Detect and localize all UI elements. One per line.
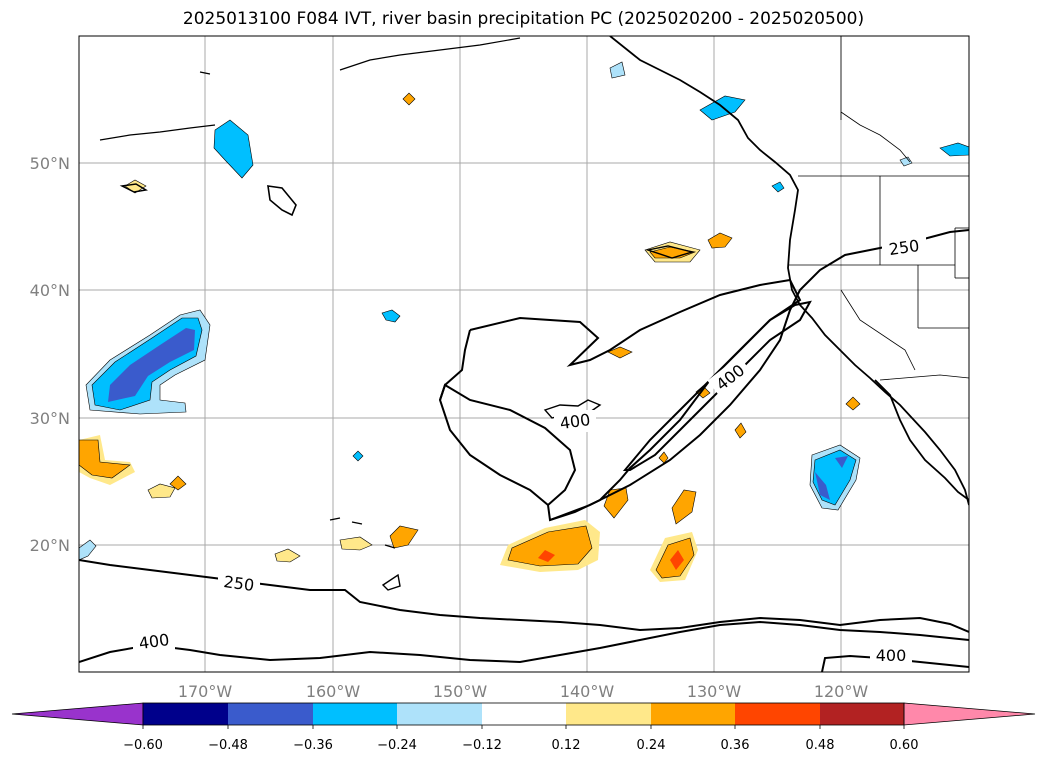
pos-blob-mid-9 — [607, 346, 633, 359]
colorbar-tick-label: −0.24 — [377, 738, 417, 753]
colorbar-tick-label: −0.12 — [462, 738, 502, 753]
pos-blob-mid-14 — [402, 92, 416, 106]
pos-blob-mid-8 — [274, 548, 301, 563]
colorbar-tick-label: −0.48 — [208, 738, 248, 753]
longitude-labels: 170°W 160°W 150°W 140°W 130°W 120°W — [178, 682, 869, 701]
lon-label-140w: 140°W — [560, 682, 615, 701]
lon-label-120w: 120°W — [814, 682, 869, 701]
neg-blob-small-4 — [771, 181, 785, 193]
lat-label-50n: 50°N — [30, 154, 70, 173]
colorbar-segment — [820, 703, 904, 725]
pos-blob-main-core — [538, 550, 555, 562]
pos-blob-mid-2 — [707, 232, 733, 249]
map-title: 2025013100 F084 IVT, river basin precipi… — [182, 9, 865, 29]
colorbar-segment — [651, 703, 735, 725]
lat-label-40n: 40°N — [30, 281, 70, 300]
neg-blob-small-2 — [352, 450, 364, 462]
contour-400-se — [821, 654, 969, 672]
colorbar-segment — [143, 703, 228, 725]
neg-blob-small-1 — [381, 309, 401, 323]
neg-blob-small-3 — [79, 539, 97, 561]
pos-blob-sw-core — [670, 550, 684, 570]
colorbar-tick-label: 0.36 — [721, 738, 750, 753]
political-borders — [788, 36, 969, 381]
contour-label-400-closed: 400 — [559, 410, 592, 433]
lat-label-30n: 30°N — [30, 409, 70, 428]
coastline-baja — [874, 379, 969, 501]
colorbar-segment — [397, 703, 482, 725]
pos-blob-mid-4 — [671, 489, 697, 525]
contour-label-400-se: 400 — [876, 646, 907, 665]
neg-blob-aleutian — [213, 119, 254, 179]
colorbar-tick-label: 0.24 — [637, 738, 666, 753]
colorbar-segment — [482, 703, 566, 725]
aleutians — [99, 37, 521, 141]
colorbar-segment — [566, 703, 651, 725]
colorbar-tick-label: 0.60 — [890, 738, 919, 753]
pos-blob-mid-7 — [147, 483, 176, 499]
pos-blob-hawaii-w-mid — [79, 439, 131, 479]
neg-blob-east — [939, 142, 969, 157]
colorbar: −0.60 −0.48 −0.36 −0.24 −0.12 0.12 0.24 … — [11, 702, 1036, 753]
pos-blob-mid-5 — [389, 525, 419, 549]
island-hawaii — [329, 517, 401, 591]
lon-label-150w: 150°W — [433, 682, 488, 701]
colorbar-segment — [313, 703, 397, 725]
lon-label-130w: 130°W — [687, 682, 742, 701]
neg-blob-west-core — [108, 328, 195, 402]
island-small-3 — [645, 245, 695, 259]
colorbar-segment — [735, 703, 820, 725]
island-small-1 — [119, 183, 148, 193]
lat-label-20n: 20°N — [30, 536, 70, 555]
contour-label-250-south: 250 — [222, 572, 255, 595]
lon-label-160w: 160°W — [306, 682, 361, 701]
positive-anomaly-shading — [79, 92, 861, 582]
pos-blob-mid-6 — [339, 536, 373, 551]
contour-400-south — [79, 620, 969, 664]
contour-label-250-upper: 250 — [888, 236, 921, 259]
latitude-labels: 50°N 40°N 30°N 20°N — [30, 154, 70, 555]
neg-blob-small-5 — [899, 156, 913, 167]
colorbar-tick-label: 0.48 — [806, 738, 835, 753]
pos-blob-mid-13 — [845, 396, 861, 411]
contour-label-400-south: 400 — [138, 630, 171, 653]
pos-blob-mid-11 — [734, 422, 747, 439]
pos-blob-mid-15 — [169, 475, 187, 491]
pos-blob-main-mid — [507, 525, 593, 567]
colorbar-tick-label: 0.12 — [552, 738, 581, 753]
contour-400-loop — [439, 329, 471, 401]
lon-label-170w: 170°W — [178, 682, 233, 701]
map-area: 250 400 400 250 400 400 — [79, 36, 969, 672]
neg-blob-alaska-sm — [609, 61, 626, 79]
map-frame — [78, 35, 970, 673]
colorbar-tick-label: −0.60 — [123, 738, 163, 753]
pos-blob-mid-16 — [658, 451, 669, 464]
island-1 — [267, 185, 297, 217]
contour-400-jet — [622, 300, 812, 471]
colorbar-extend-max — [903, 702, 1036, 726]
colorbar-tick-label: −0.36 — [293, 738, 333, 753]
colorbar-segment — [228, 703, 313, 725]
neg-blob-socal-core — [815, 456, 848, 500]
colorbar-extend-min — [11, 702, 144, 726]
